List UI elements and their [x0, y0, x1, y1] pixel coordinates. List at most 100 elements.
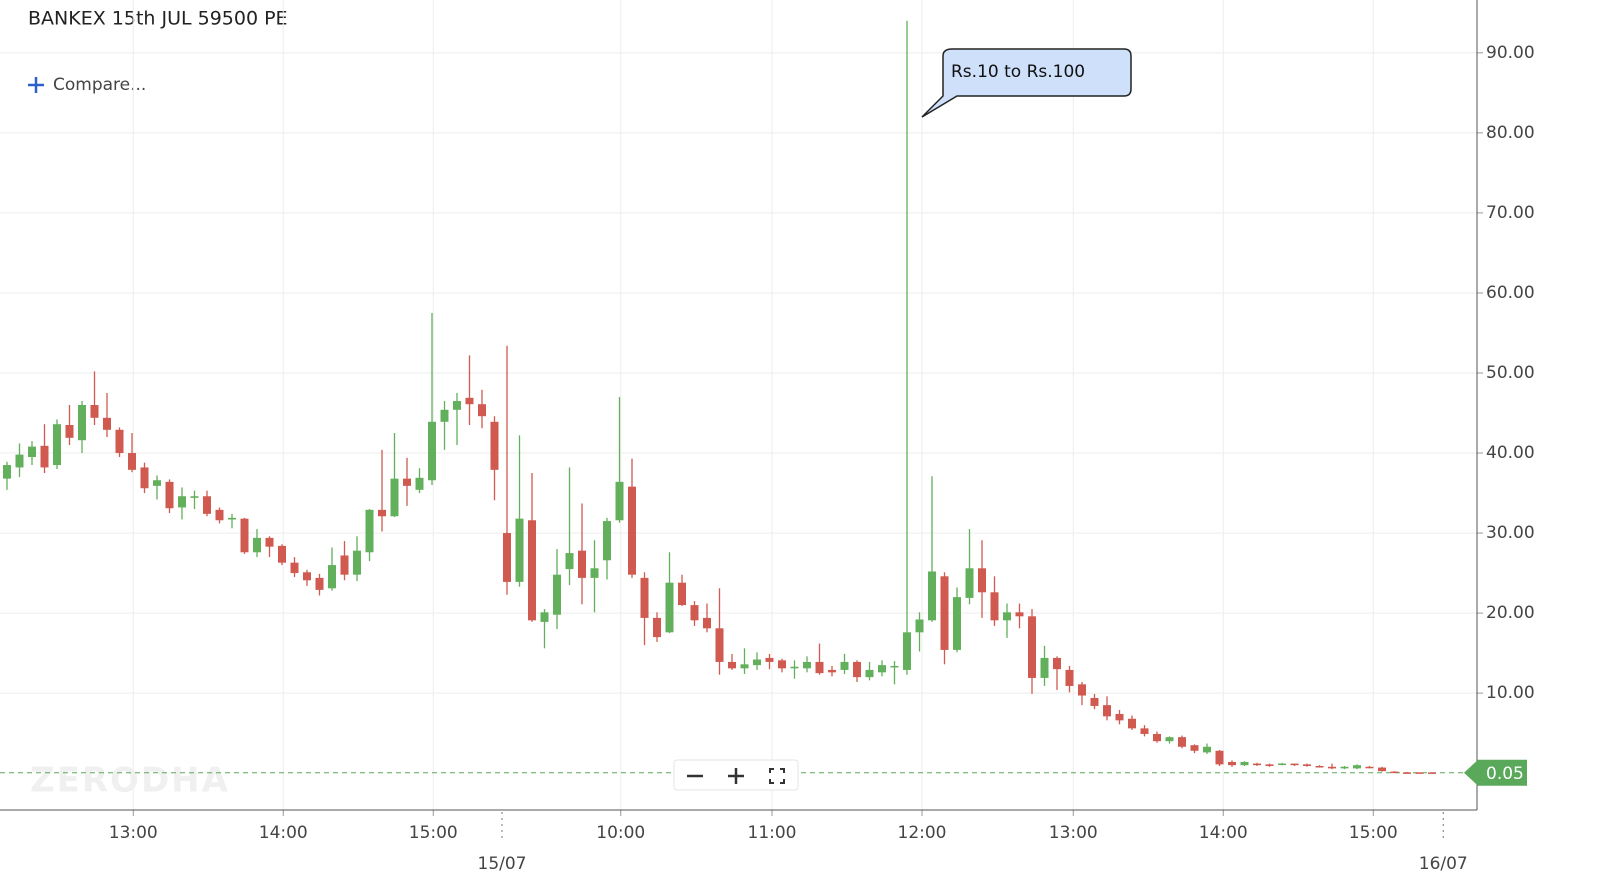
y-tick-label: 90.00: [1486, 43, 1535, 63]
candle-body: [615, 481, 624, 521]
candle-body: [790, 666, 799, 669]
candle-body: [415, 477, 424, 490]
candle-body: [915, 619, 924, 633]
candle-body: [1128, 718, 1136, 729]
candle-body: [1278, 763, 1286, 766]
candle-body: [1053, 657, 1061, 670]
x-tick-label: 14:00: [1199, 823, 1248, 843]
candle-body: [1178, 737, 1186, 747]
x-tick-label: 13:00: [1049, 823, 1098, 843]
candle-body: [728, 661, 736, 669]
candle-body: [1065, 669, 1074, 686]
candle-body: [1240, 761, 1249, 766]
candle-body: [240, 518, 249, 553]
candle-body: [1253, 763, 1261, 766]
candle-body: [1303, 764, 1311, 766]
candle-body: [403, 478, 411, 486]
candle-body: [665, 582, 674, 633]
candle-body: [1115, 713, 1124, 721]
candle-body: [640, 577, 649, 618]
candle-body: [1040, 657, 1049, 678]
candle-body: [65, 425, 74, 438]
candle-body: [1415, 772, 1424, 774]
candle-body: [428, 421, 436, 481]
candle-body: [215, 509, 224, 521]
candle-body: [1290, 763, 1299, 766]
candle-body: [265, 537, 274, 547]
x-tick-label: 15:00: [409, 823, 458, 843]
compare-button[interactable]: Compare...: [53, 75, 146, 95]
day-break-label: 15/07: [478, 854, 527, 874]
y-tick-label: 50.00: [1486, 363, 1535, 383]
candle-body: [628, 486, 636, 575]
candle-body: [15, 454, 24, 468]
zoom-controls: [673, 759, 799, 791]
candle-body: [315, 577, 324, 590]
candle-body: [765, 657, 774, 662]
candle-body: [1078, 684, 1086, 696]
candle-body: [1365, 766, 1374, 769]
candle-body: [103, 417, 111, 430]
candle-body: [553, 574, 561, 615]
candle-body: [228, 517, 236, 520]
candle-body: [3, 465, 11, 479]
candle-body: [1428, 772, 1436, 774]
candle-body: [540, 612, 549, 622]
candle-body: [715, 628, 724, 662]
zoom-in-button[interactable]: [728, 768, 744, 784]
background-layer: ZERODHA: [0, 0, 1477, 810]
candle-body: [528, 520, 536, 621]
candle-body: [115, 429, 124, 454]
watermark: ZERODHA: [30, 761, 230, 801]
x-tick-label: 12:00: [898, 823, 947, 843]
candle-body: [190, 496, 199, 498]
candle-body: [40, 445, 49, 468]
candle-body: [1390, 771, 1399, 774]
candle-body: [978, 568, 986, 593]
chart-title: BANKEX 15th JUL 59500 PE: [28, 8, 288, 30]
candle-body: [940, 576, 949, 650]
candle-body: [503, 533, 511, 582]
candle-body: [1328, 766, 1336, 769]
candle-body: [853, 661, 861, 678]
candle-body: [1015, 612, 1024, 617]
x-tick-label: 15:00: [1349, 823, 1398, 843]
annotation-text: Rs.10 to Rs.100: [951, 62, 1085, 82]
fullscreen-button[interactable]: [769, 768, 785, 784]
compare-icon[interactable]: [28, 77, 44, 93]
candle-body: [1190, 745, 1199, 751]
y-tick-label: 60.00: [1486, 283, 1535, 303]
y-tick-label: 20.00: [1486, 603, 1535, 623]
candle-body: [278, 545, 286, 563]
x-tick-label: 13:00: [109, 823, 158, 843]
candle-body: [1228, 761, 1236, 766]
candle-body: [965, 568, 974, 598]
candle-body: [203, 496, 211, 514]
candle-body: [440, 409, 449, 422]
candle-body: [1203, 746, 1211, 753]
annotation-callout: [921, 48, 1132, 118]
candle-body: [1378, 767, 1386, 772]
candle-body: [840, 661, 849, 670]
x-tick-label: 11:00: [748, 823, 797, 843]
candle-body: [1265, 764, 1274, 766]
candle-body: [465, 397, 474, 405]
candle-body: [390, 478, 399, 517]
candle-body: [1090, 697, 1099, 706]
candle-body: [928, 571, 936, 621]
candle-body: [490, 421, 499, 470]
candle-body: [1028, 616, 1036, 678]
y-tick-label: 40.00: [1486, 443, 1535, 463]
candle-body: [890, 665, 899, 668]
candle-body: [453, 400, 461, 410]
candle-body: [828, 669, 836, 673]
candle-body: [515, 518, 524, 582]
candle-body: [165, 481, 174, 509]
candle-body: [90, 405, 99, 418]
candle-body: [365, 509, 374, 553]
candle-body: [565, 553, 574, 570]
candle-body: [865, 669, 874, 678]
candle-body: [878, 665, 886, 673]
y-tick-label: 30.00: [1486, 523, 1535, 543]
